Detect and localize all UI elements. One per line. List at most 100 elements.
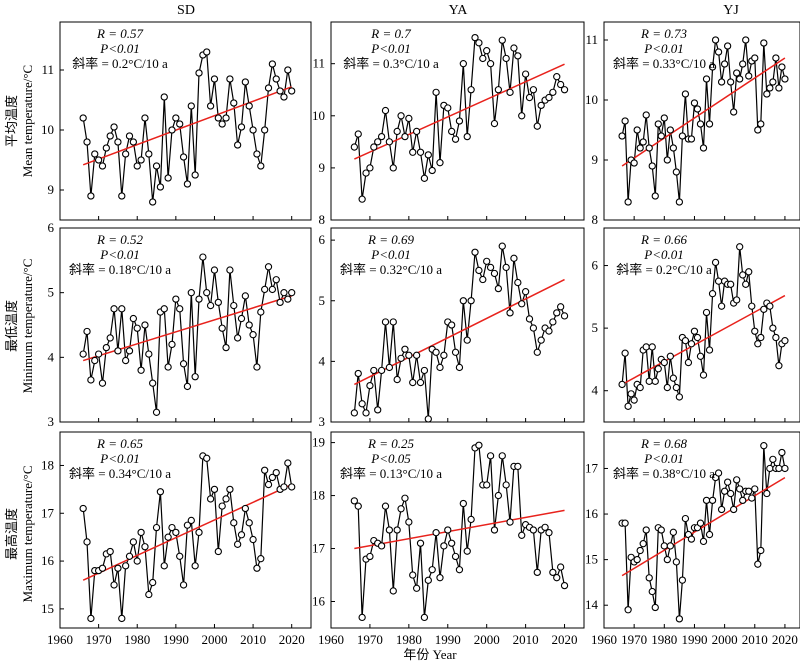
data-point [118, 192, 126, 200]
y-tick-label: 17 [585, 460, 599, 475]
data-point [354, 369, 362, 378]
data-point [280, 483, 288, 491]
x-tick-label: 2010 [742, 632, 768, 647]
data-point [733, 296, 741, 304]
data-point [241, 78, 250, 86]
data-point [467, 515, 475, 524]
data-point [766, 84, 774, 92]
y-tick-label: 10 [312, 108, 325, 123]
data-point [233, 141, 242, 149]
data-point [633, 126, 641, 134]
stat-r: R = 0.52 [96, 232, 143, 247]
data-point [230, 301, 238, 310]
data-point [545, 528, 553, 537]
x-tick-label: 2020 [279, 632, 305, 647]
data-point [757, 546, 765, 555]
data-point [751, 485, 759, 493]
data-point [156, 488, 165, 496]
data-point [133, 324, 141, 332]
data-point [106, 334, 114, 342]
data-point [233, 334, 242, 342]
panel-sd-maximum-temperature: 15 16 17 18 1960 1970 1980 1990 2000 2010 2020 R = … [41, 431, 312, 647]
data-point [191, 171, 199, 179]
data-point [137, 156, 145, 164]
trend-line [354, 509, 565, 550]
data-point [358, 195, 366, 203]
data-point [455, 566, 464, 574]
stat-r: R = 0.7 [370, 26, 411, 41]
data-point [486, 452, 495, 460]
data-point [553, 574, 561, 582]
data-point [506, 518, 514, 526]
data-point [521, 70, 530, 78]
data-point [475, 441, 483, 449]
data-point [769, 324, 777, 332]
data-point [354, 502, 362, 510]
x-tick-label: 1970 [357, 632, 383, 647]
data-point [268, 285, 277, 294]
data-point [739, 271, 747, 279]
data-point [775, 362, 783, 370]
data-point [483, 47, 491, 55]
data-point [702, 496, 711, 505]
data-point [145, 150, 153, 158]
data-point [83, 538, 91, 546]
data-point [288, 87, 296, 95]
data-point [385, 363, 394, 372]
data-point [428, 566, 436, 574]
data-point [366, 381, 374, 390]
data-point [272, 468, 280, 477]
data-point [444, 104, 452, 112]
stat-p: P<0.01 [643, 451, 683, 466]
data-point [432, 528, 440, 537]
stat-slope: 斜率 = 0.18°C/10 a [69, 262, 171, 277]
data-point [152, 162, 161, 170]
data-point [556, 80, 565, 89]
data-point [172, 114, 180, 122]
data-point [183, 382, 192, 391]
data-point [156, 183, 165, 191]
data-point [723, 42, 732, 50]
data-point [736, 243, 744, 251]
data-point [672, 168, 681, 176]
data-point [463, 132, 471, 141]
y-tick-label: 16 [585, 506, 599, 521]
data-point [766, 464, 774, 473]
stat-slope: 斜率 = 0.34°C/10 a [69, 466, 171, 481]
data-point [412, 584, 421, 592]
data-point [506, 88, 514, 96]
data-point [129, 314, 138, 323]
x-tick-label: 1970 [621, 632, 647, 647]
data-point [362, 409, 370, 417]
row-label-min-en: Minimum temperature/°C [20, 259, 35, 394]
data-point [769, 78, 777, 86]
data-point [206, 102, 215, 110]
data-point [627, 390, 635, 398]
data-point [618, 132, 626, 140]
data-point [362, 169, 370, 177]
data-point [350, 409, 359, 417]
y-tick-label: 6 [48, 220, 55, 235]
stat-p: P<0.01 [643, 41, 683, 56]
data-point [618, 380, 626, 389]
data-point [91, 150, 99, 158]
y-tick-label: 19 [312, 435, 325, 450]
data-point [389, 318, 397, 326]
data-point [736, 485, 744, 493]
data-point [699, 144, 708, 152]
data-point [748, 494, 756, 502]
plot-frame [330, 21, 585, 221]
y-tick-label: 9 [48, 182, 55, 197]
data-point [350, 497, 359, 505]
data-point [145, 590, 153, 599]
data-point [160, 93, 168, 101]
data-point [133, 162, 141, 170]
data-point [775, 464, 783, 473]
data-point [675, 615, 684, 623]
column-title-yj: YJ [723, 3, 739, 18]
data-point [377, 542, 386, 550]
data-point [479, 54, 487, 63]
data-point [663, 383, 671, 392]
